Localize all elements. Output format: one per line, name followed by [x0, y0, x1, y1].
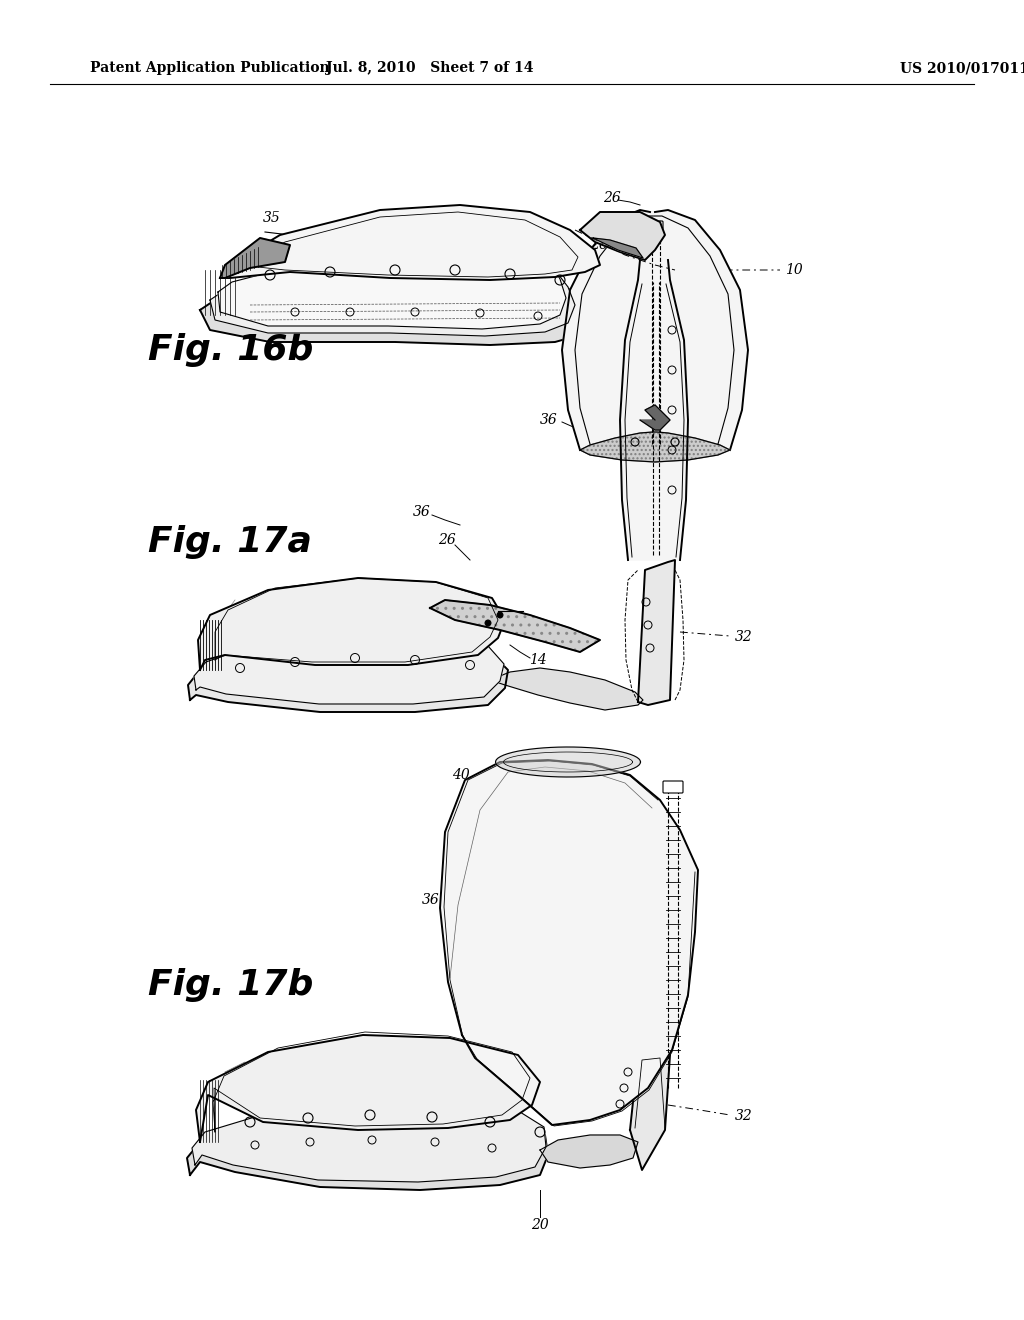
Polygon shape	[187, 1110, 548, 1191]
Polygon shape	[193, 1102, 546, 1181]
Polygon shape	[638, 560, 675, 705]
Text: 26: 26	[590, 238, 608, 252]
Polygon shape	[540, 1135, 638, 1168]
Polygon shape	[630, 1052, 670, 1170]
Polygon shape	[198, 578, 505, 671]
Text: 36: 36	[541, 413, 558, 426]
Text: Fig. 17a: Fig. 17a	[148, 525, 312, 558]
Text: Fig. 17b: Fig. 17b	[148, 968, 313, 1002]
Text: 35: 35	[263, 211, 281, 224]
Polygon shape	[188, 638, 508, 711]
Text: Patent Application Publication: Patent Application Publication	[90, 61, 330, 75]
Polygon shape	[562, 210, 748, 450]
Polygon shape	[580, 213, 665, 260]
Circle shape	[485, 620, 490, 626]
Text: 26: 26	[438, 533, 456, 546]
Text: Fig. 16b: Fig. 16b	[148, 333, 313, 367]
Text: 32: 32	[735, 630, 753, 644]
Polygon shape	[496, 747, 640, 777]
Text: 36: 36	[413, 506, 431, 519]
Polygon shape	[490, 668, 643, 710]
Circle shape	[497, 612, 503, 618]
Polygon shape	[200, 261, 585, 345]
FancyBboxPatch shape	[663, 781, 683, 793]
Text: 14: 14	[529, 653, 547, 667]
Polygon shape	[220, 238, 290, 279]
Text: 20: 20	[531, 1218, 549, 1232]
Polygon shape	[620, 260, 688, 560]
Text: Jul. 8, 2010   Sheet 7 of 14: Jul. 8, 2010 Sheet 7 of 14	[327, 61, 534, 75]
Polygon shape	[580, 432, 730, 462]
Text: 26: 26	[603, 191, 621, 205]
Polygon shape	[593, 238, 643, 257]
Bar	[498, 602, 523, 620]
Polygon shape	[210, 252, 575, 337]
Polygon shape	[640, 405, 670, 430]
Polygon shape	[430, 601, 600, 652]
Text: 10: 10	[785, 263, 803, 277]
Polygon shape	[440, 760, 698, 1125]
Text: 30: 30	[446, 675, 464, 689]
Text: US 2010/0170113 A1: US 2010/0170113 A1	[900, 61, 1024, 75]
Polygon shape	[218, 244, 566, 329]
Text: 36: 36	[422, 894, 440, 907]
FancyBboxPatch shape	[647, 220, 663, 231]
Polygon shape	[196, 1035, 540, 1142]
Polygon shape	[220, 205, 600, 280]
Text: 32: 32	[735, 1109, 753, 1123]
Polygon shape	[194, 632, 504, 704]
Text: 40: 40	[453, 768, 470, 781]
